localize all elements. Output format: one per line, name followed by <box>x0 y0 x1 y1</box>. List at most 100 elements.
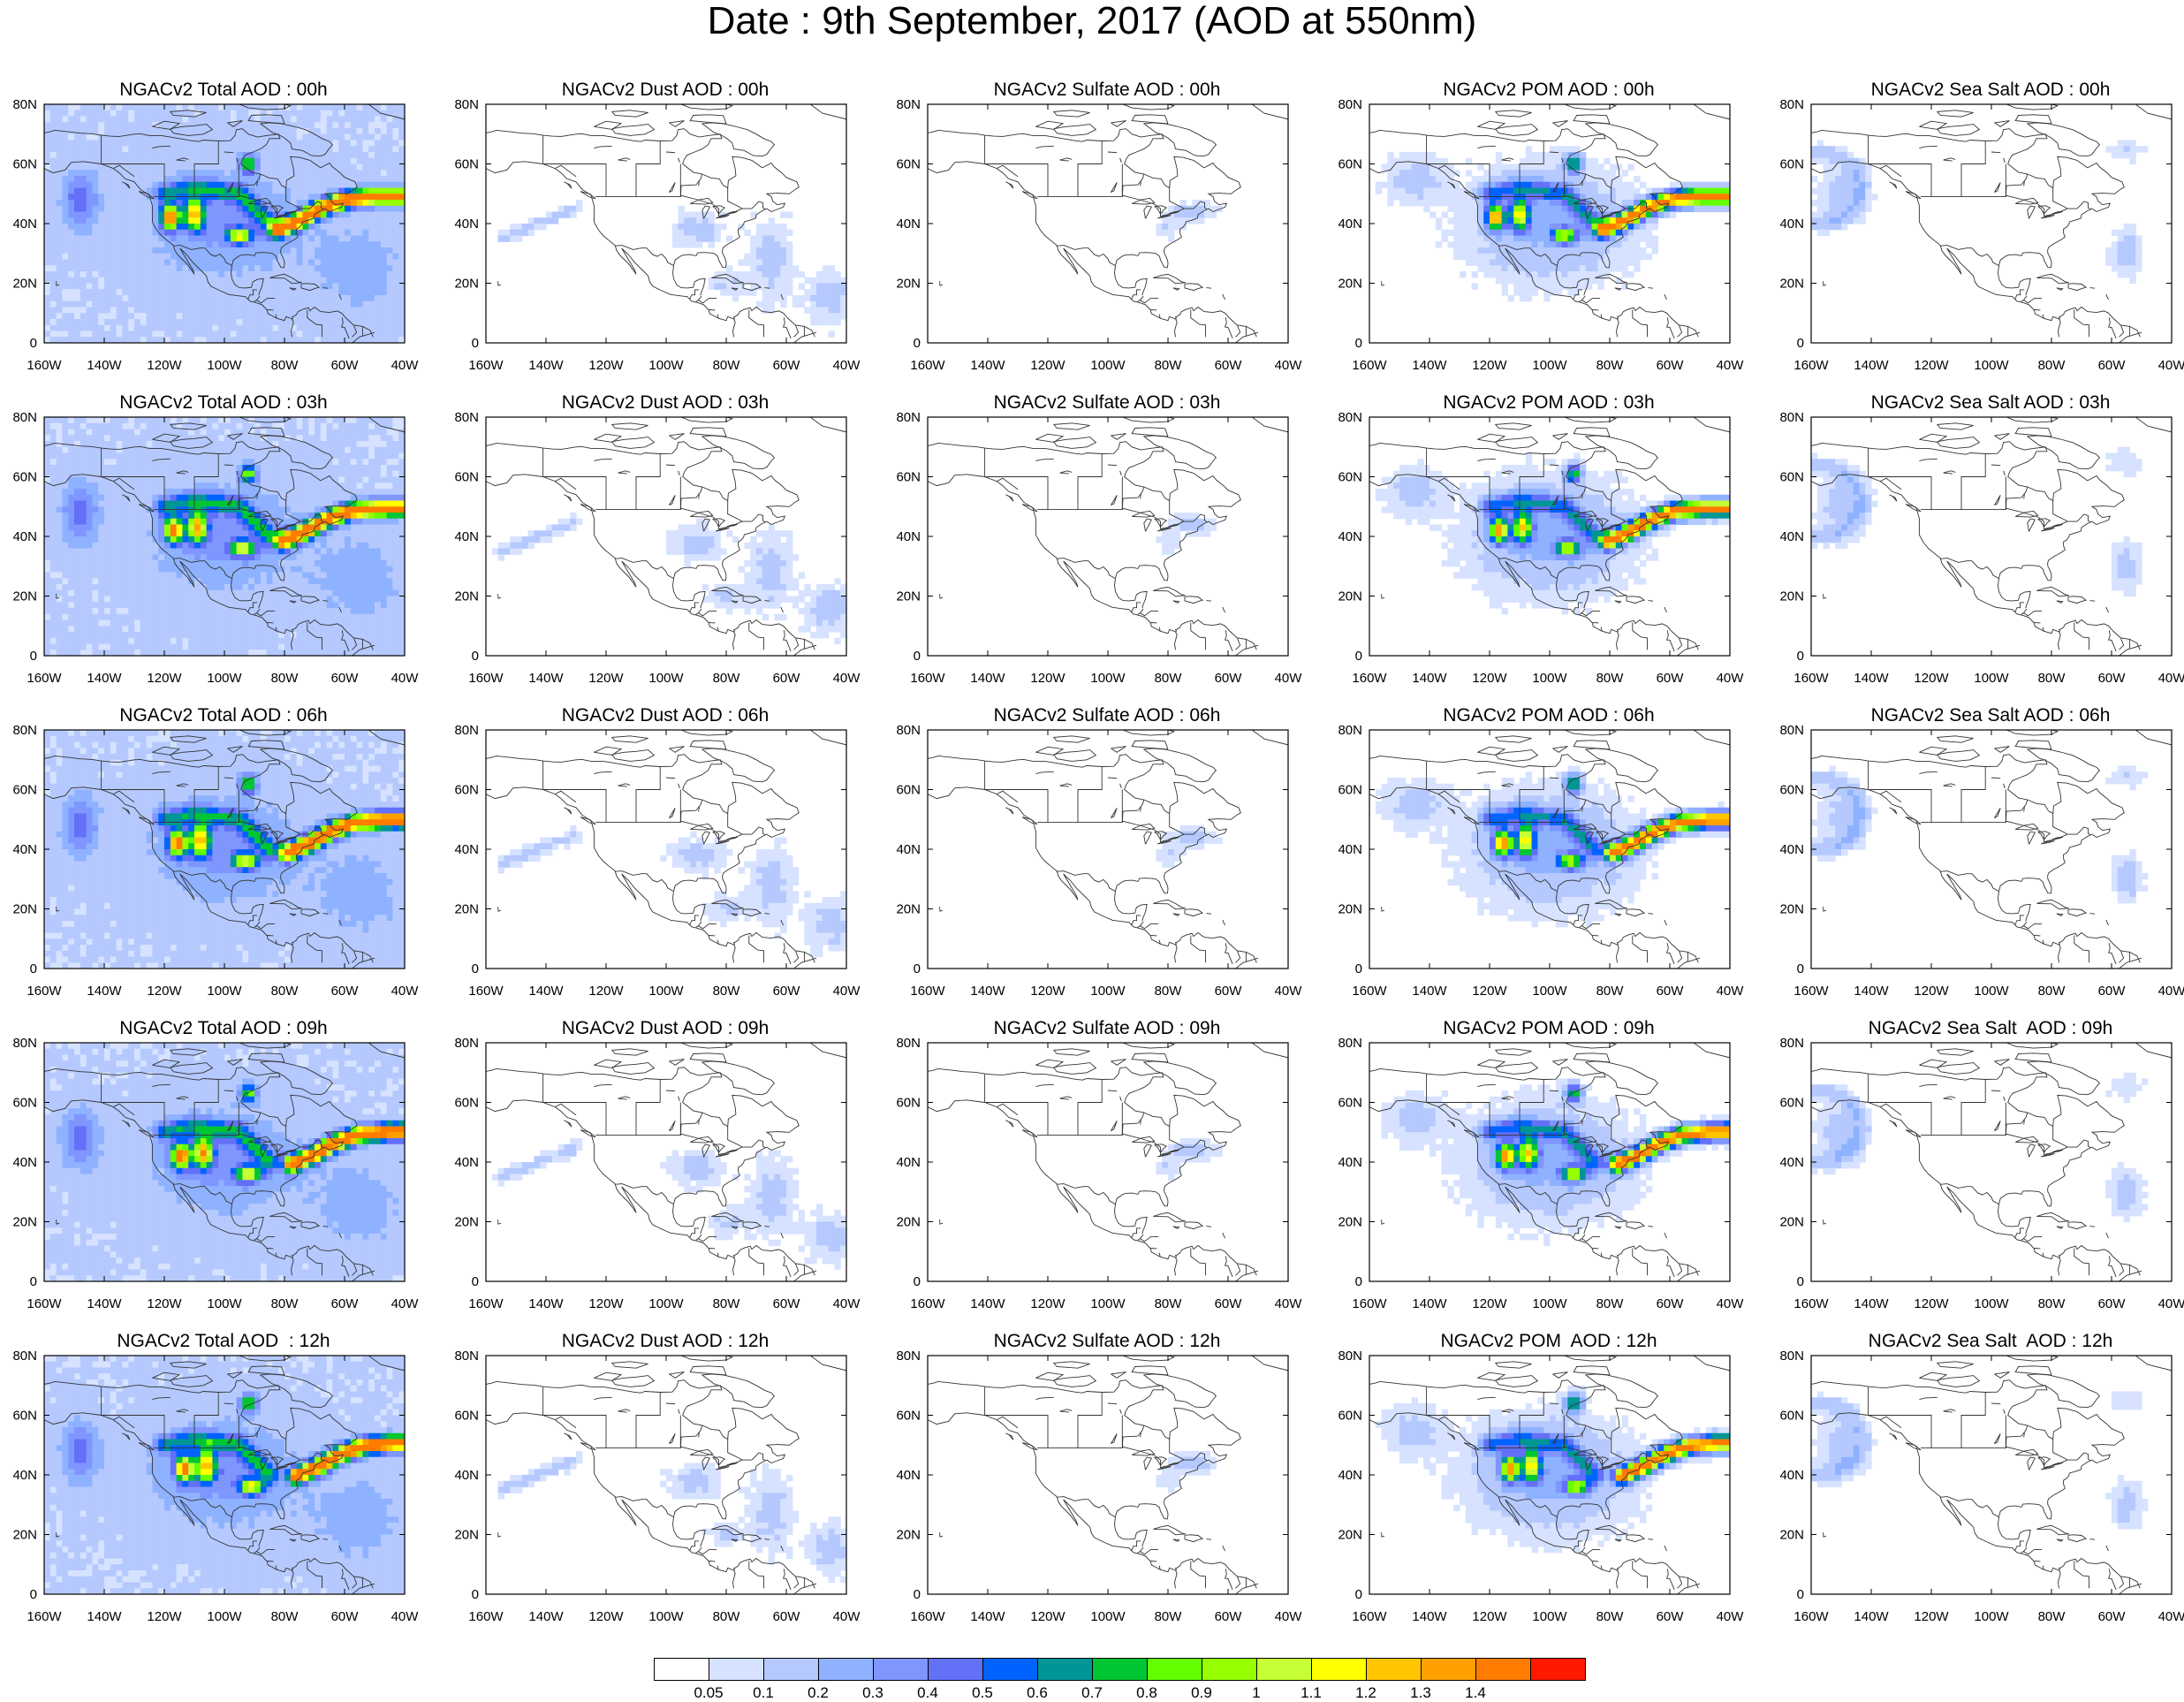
aod-cell <box>398 524 405 531</box>
aod-cell <box>224 277 231 285</box>
aod-cell <box>110 104 118 111</box>
aod-cell <box>302 572 309 579</box>
aod-cell <box>368 632 375 639</box>
aod-cell <box>254 194 262 201</box>
aod-cell <box>308 476 315 483</box>
aod-cell <box>296 476 303 483</box>
aod-cell <box>380 211 388 218</box>
aod-cell <box>356 176 363 183</box>
aod-cell <box>260 116 268 123</box>
aod-cell <box>254 259 262 266</box>
coastline <box>351 644 375 656</box>
aod-cell <box>308 536 315 543</box>
aod-cell <box>128 271 135 278</box>
aod-cell <box>158 187 165 194</box>
aod-cell <box>398 613 405 621</box>
aod-cell <box>104 589 111 597</box>
aod-cell <box>254 324 262 332</box>
aod-cell <box>182 452 189 460</box>
aod-cell <box>212 578 219 585</box>
aod-cell <box>326 235 333 242</box>
aod-cell <box>116 224 123 231</box>
aod-cell <box>176 146 183 153</box>
aod-cell <box>218 566 225 574</box>
aod-cell <box>386 122 393 129</box>
aod-cell <box>296 608 303 615</box>
aod-cell <box>188 295 195 302</box>
aod-cell <box>188 465 195 472</box>
aod-cell <box>146 295 153 302</box>
aod-cell <box>212 429 219 436</box>
aod-cell <box>362 295 369 302</box>
aod-cell <box>110 470 118 478</box>
aod-cell <box>224 217 231 224</box>
aod-cell <box>266 560 273 567</box>
aod-cell <box>350 476 358 483</box>
coastline <box>323 410 390 414</box>
aod-cell <box>104 253 111 261</box>
aod-cell <box>56 271 63 278</box>
aod-cell <box>62 163 69 171</box>
aod-cell <box>98 277 105 285</box>
aod-cell <box>92 271 99 278</box>
aod-cell <box>44 253 51 261</box>
aod-cell <box>224 241 231 248</box>
aod-cell <box>345 110 352 118</box>
aod-cell <box>86 489 93 496</box>
aod-cell <box>110 194 118 201</box>
aod-cell <box>242 217 249 224</box>
aod-cell <box>122 566 129 574</box>
aod-cell <box>62 619 69 627</box>
aod-cell <box>345 253 352 261</box>
aod-cell <box>80 247 87 255</box>
aod-cell <box>62 589 69 597</box>
aod-cell <box>182 417 189 424</box>
aod-cell <box>194 482 201 490</box>
aod-cell <box>116 566 123 574</box>
aod-cell <box>362 435 369 442</box>
aod-cell <box>152 140 159 147</box>
aod-cell <box>98 253 105 261</box>
aod-cell <box>320 494 328 502</box>
aod-cell <box>386 560 393 567</box>
aod-cell <box>158 247 165 255</box>
aod-cell <box>230 176 238 183</box>
aod-cell <box>56 608 63 615</box>
aod-cell <box>188 589 195 597</box>
aod-cell <box>200 632 208 639</box>
aod-cell <box>44 300 51 308</box>
aod-cell <box>290 619 298 627</box>
aod-cell <box>68 300 75 308</box>
aod-field <box>44 104 405 343</box>
aod-cell <box>176 259 183 266</box>
aod-cell <box>182 518 189 526</box>
aod-cell <box>242 110 249 118</box>
aod-cell <box>320 146 328 153</box>
aod-cell <box>236 300 243 308</box>
aod-cell <box>206 331 213 338</box>
aod-cell <box>212 337 219 343</box>
aod-cell <box>164 110 171 118</box>
border <box>255 297 276 304</box>
aod-cell <box>320 584 328 591</box>
aod-cell <box>44 441 51 448</box>
aod-cell <box>49 506 57 513</box>
aod-cell <box>308 482 315 490</box>
aod-cell <box>74 163 81 171</box>
aod-cell <box>386 637 393 645</box>
aod-cell <box>315 602 322 609</box>
aod-cell <box>375 194 382 201</box>
lake <box>284 211 296 215</box>
aod-cell <box>296 530 303 537</box>
aod-cell <box>380 476 388 483</box>
aod-cell <box>392 650 399 656</box>
aod-cell <box>260 235 268 242</box>
aod-cell <box>326 283 333 290</box>
aod-cell <box>44 584 51 591</box>
aod-cell <box>296 181 303 189</box>
aod-cell <box>194 626 201 633</box>
aod-cell <box>236 194 243 201</box>
aod-cell <box>49 632 57 639</box>
coastline <box>338 293 343 300</box>
aod-cell <box>122 217 129 224</box>
